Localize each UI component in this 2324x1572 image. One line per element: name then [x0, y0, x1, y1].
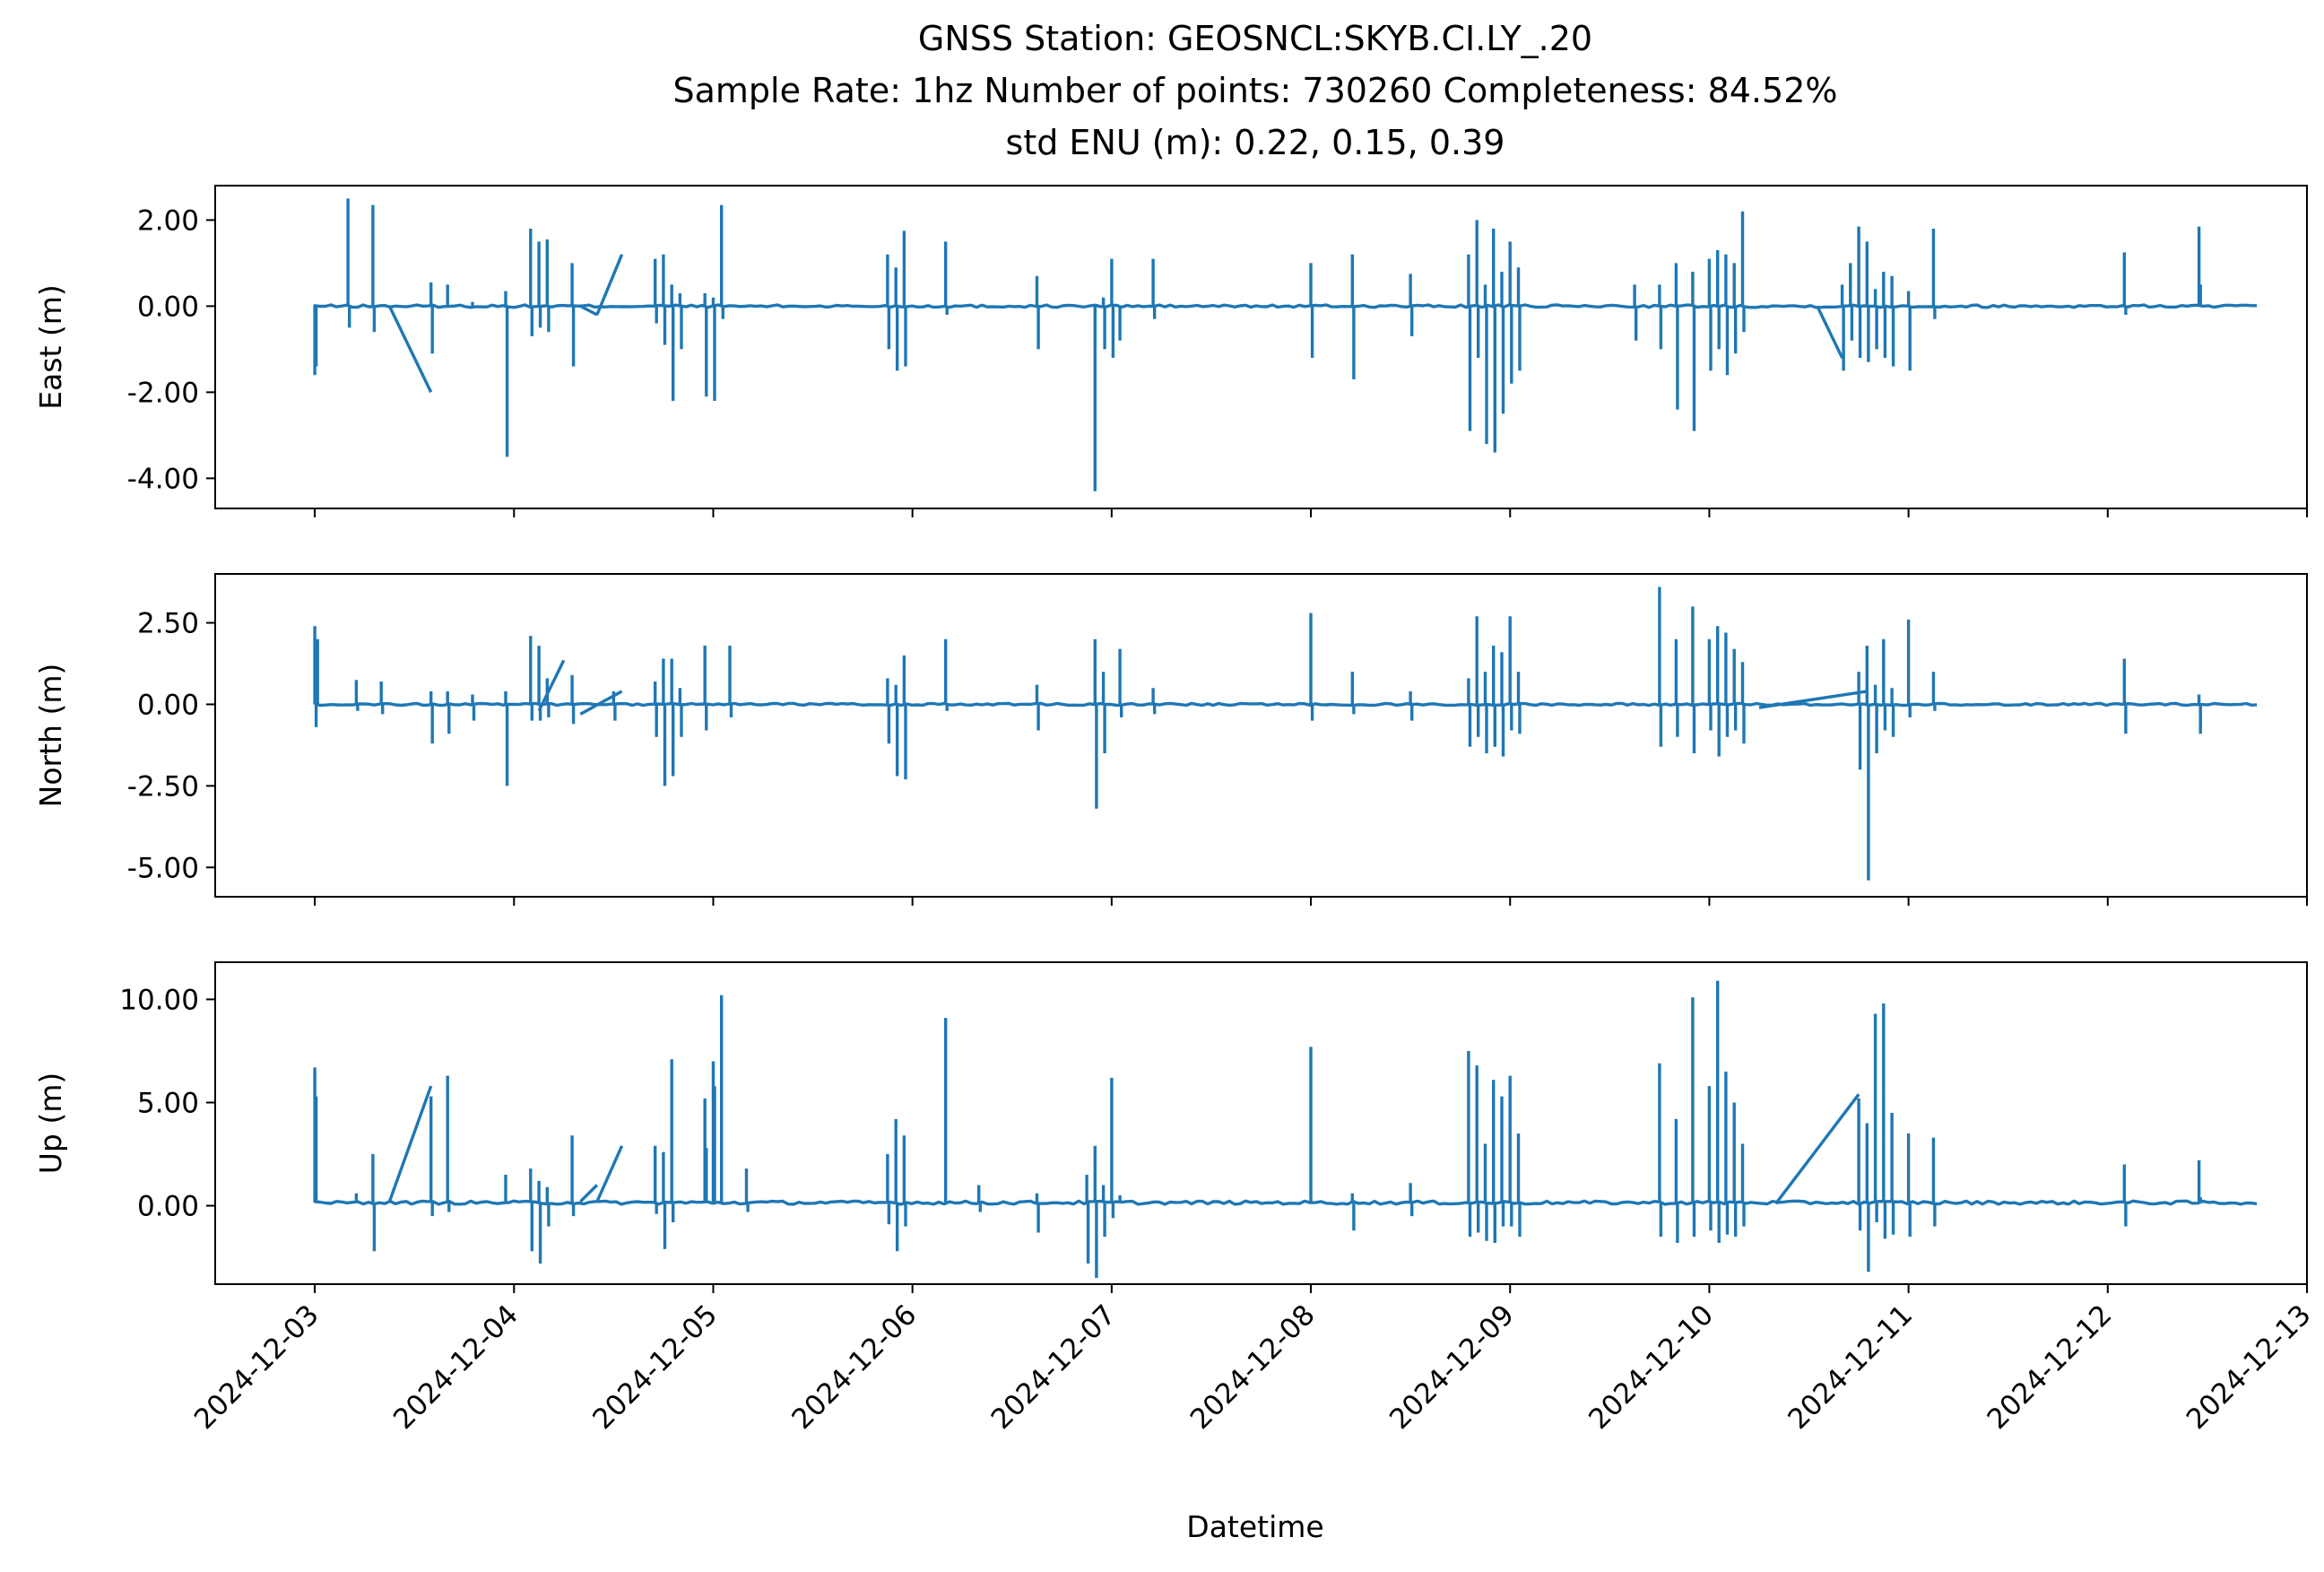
y-tick-label: 2.00 [137, 204, 199, 237]
y-axis-label: North (m) [33, 664, 68, 808]
axes-frame [214, 961, 2308, 1285]
series-line-0 [313, 198, 2258, 491]
series-line-1 [313, 586, 2258, 881]
axes-frame [214, 573, 2308, 898]
panel-east: 2.00 0.00 -2.00 -4.00 East (m) [33, 185, 2308, 517]
y-tick-label: 2.50 [137, 608, 199, 640]
y-tick-label: 0.00 [137, 291, 199, 323]
figure-subtitle: Sample Rate: 1hz Number of points: 73026… [673, 71, 1838, 110]
y-tick-label: -2.50 [127, 770, 199, 803]
panel-north: 2.50 0.00 -2.50 -5.00 North (m) [33, 573, 2308, 906]
y-tick-label: 10.00 [119, 984, 199, 1016]
y-tick-label: -2.00 [127, 377, 199, 409]
y-axis-label: Up (m) [33, 1073, 68, 1175]
y-tick-label: 0.00 [137, 1191, 199, 1223]
y-tick-label: -4.00 [127, 463, 199, 495]
y-tick-label: -5.00 [127, 852, 199, 884]
y-tick-label: 5.00 [137, 1087, 199, 1119]
x-axis-label: Datetime [1186, 1509, 1323, 1544]
figure-std-line: std ENU (m): 0.22, 0.15, 0.39 [1006, 123, 1505, 162]
figure-title: GNSS Station: GEOSNCL:SKYB.CI.LY_.20 [918, 19, 1592, 58]
series-line-2 [313, 980, 2258, 1279]
y-axis-label: East (m) [33, 284, 68, 410]
y-tick-label: 0.00 [137, 689, 199, 721]
axes-frame [214, 185, 2308, 509]
